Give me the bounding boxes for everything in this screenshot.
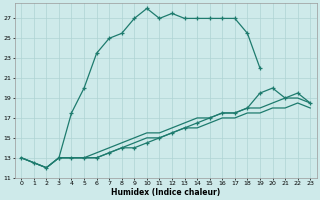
X-axis label: Humidex (Indice chaleur): Humidex (Indice chaleur): [111, 188, 220, 197]
